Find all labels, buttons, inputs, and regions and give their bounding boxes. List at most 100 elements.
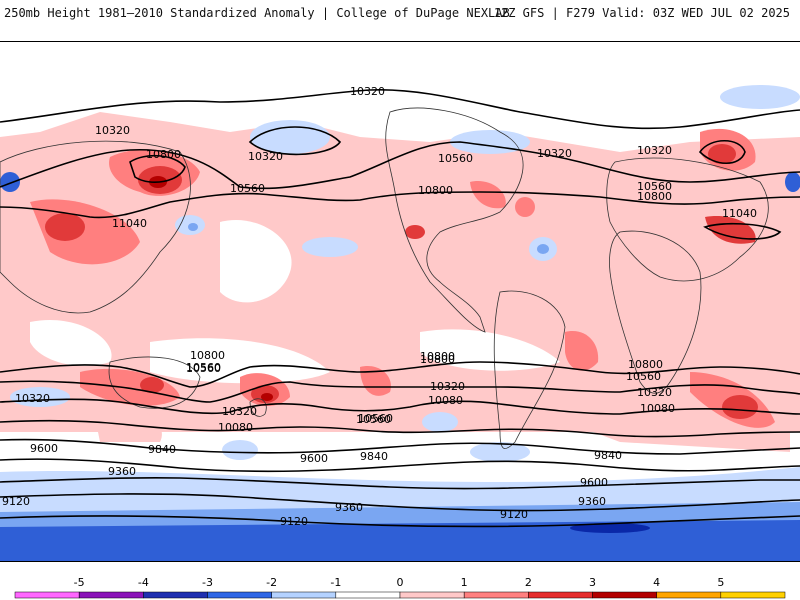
height-contours [0,89,800,528]
contour-label: 10800 [146,148,181,161]
contour-label: 10560 [438,152,473,165]
contour-label: 9600 [580,476,608,489]
anomaly-fill-neg4 [570,523,650,533]
contour-label: 10800 [190,349,225,362]
contour-label: 9360 [578,495,606,508]
colorbar-tick-label: -2 [266,576,277,589]
white-area [30,320,112,366]
contour-label: 9600 [300,452,328,465]
contour-label: 9840 [360,450,388,463]
contour-label: 9840 [594,449,622,462]
anomaly-fill-pos4 [261,393,273,401]
contour-label: 10320 [637,386,672,399]
colorbar-tick-label: 0 [397,576,404,589]
colorbar-ticks: -5 -4 -3 -2 -1 0 1 2 3 4 5 [74,576,725,589]
anomaly-fill-neg1 [470,442,530,462]
run-info: 12Z GFS | F279 Valid: 03Z WED JUL 02 202… [493,6,790,20]
anomaly-fill-pos2 [360,366,391,396]
anomaly-fill-pos3 [405,225,425,239]
contour-label: 10800 [418,184,453,197]
colorbar-tick-label: -4 [138,576,149,589]
colorbar: -5 -4 -3 -2 -1 0 1 2 3 4 5 [0,570,800,600]
anomaly-fill-neg2 [537,244,549,254]
map-title: 250mb Height 1981–2010 Standardized Anom… [4,6,510,20]
anomaly-map: 10320 10320 10800 10320 10560 10560 1080… [0,41,800,562]
contour-label: 10800 [637,190,672,203]
anomaly-fill-pos2 [470,181,506,209]
contour-label: 9360 [108,465,136,478]
colorbar-segment [78,591,144,599]
anomaly-fill-neg1 [720,85,800,109]
colorbar-tick-label: 1 [461,576,468,589]
contour-label: 10800 [420,353,455,366]
anomaly-fill-pos3 [722,395,758,419]
contour-labels: 10320 10320 10800 10320 10560 10560 1080… [2,85,757,528]
colorbar-canvas: -5 -4 -3 -2 -1 0 1 2 3 4 5 [14,576,786,599]
colorbar-tick-label: 3 [589,576,596,589]
contour-label: 10320 [95,124,130,137]
contour-label: 10320 [637,144,672,157]
contour-label: 10320 [430,380,465,393]
colorbar-segment [335,591,401,599]
contour-label: 9120 [280,515,308,528]
contour-label: 9120 [2,495,30,508]
coastlines [0,107,769,449]
colorbar-tick-label: 4 [653,576,660,589]
contour-label: 10080 [428,394,463,407]
colorbar-segment [143,591,208,599]
anomaly-fill-pos2 [565,331,599,371]
white-area [220,220,292,303]
colorbar-segment [271,591,337,599]
contour-label: 10560 [186,362,221,375]
anomaly-fill-pos3 [705,216,756,244]
contour-label: 10560 [186,361,221,374]
anomaly-fill-pos3 [140,377,164,393]
colorbar-segment [207,591,272,599]
anomaly-fill-neg3 [785,172,800,192]
header: 250mb Height 1981–2010 Standardized Anom… [0,0,800,30]
contour-label: 10320 [248,150,283,163]
contour-label: 10320 [537,147,572,160]
anomaly-fill-pos2 [515,197,535,217]
colorbar-segment [720,591,786,599]
colorbar-tick-label: -5 [74,576,85,589]
contour-label: 10080 [640,402,675,415]
contour-label: 11040 [722,207,757,220]
colorbar-segment [14,591,80,599]
white-area [150,338,330,384]
contour-label: 10320 [15,392,50,405]
contour-label: 10560 [637,180,672,193]
anomaly-fill-pos3 [45,213,85,241]
colorbar-segments [14,591,786,599]
colorbar-segment [463,591,529,599]
contour-label: 10560 [358,412,393,425]
contour-label: 10320 [350,85,385,98]
anomaly-fill-neg1 [422,412,458,432]
contour-label: 9360 [335,501,363,514]
colorbar-tick-label: 2 [525,576,532,589]
anomaly-fill-neg2 [188,223,198,231]
contour-label: 10560 [356,413,391,426]
contour-label: 10080 [218,421,253,434]
contour-label: 9600 [30,442,58,455]
white-area [420,329,560,371]
colorbar-tick-label: 5 [717,576,724,589]
colorbar-tick-label: -3 [202,576,213,589]
contour-label: 10800 [628,358,663,371]
map-canvas: 10320 10320 10800 10320 10560 10560 1080… [0,82,800,561]
colorbar-tick-label: -1 [330,576,341,589]
contour-label: 9840 [148,443,176,456]
anomaly-fill-neg1 [10,387,70,407]
colorbar-segment [592,591,657,599]
colorbar-segment [399,591,465,599]
anomaly-fill-neg1 [302,237,358,257]
contour-label: 10320 [222,405,257,418]
anomaly-fill-pos3 [708,144,736,164]
anomaly-fill-neg3 [0,172,20,192]
colorbar-segment [528,591,593,599]
contour-label: 10560 [230,182,265,195]
anomaly-fill-pos1 [90,392,162,442]
contour-label: 10800 [420,350,455,363]
contour-label: 9120 [500,508,528,521]
anomaly-fill-neg1 [222,440,258,460]
